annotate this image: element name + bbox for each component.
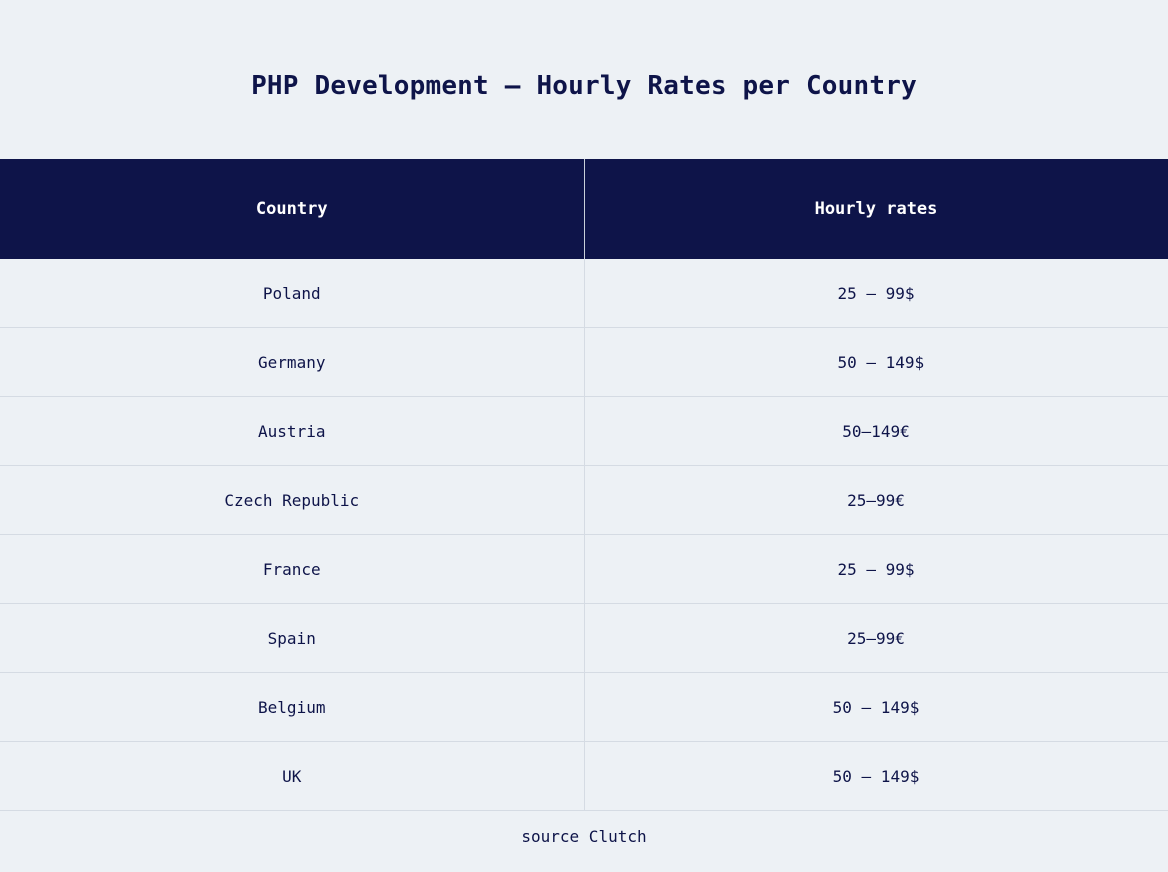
rate-cell: 50 – 149$ [584,741,1168,811]
rate-cell: 25–99€ [584,603,1168,673]
country-cell: Poland [0,259,585,328]
source-caption: source Clutch [521,827,647,846]
table-row: France 25 – 99$ [0,534,1168,604]
country-cell: Spain [0,603,585,673]
page-title: PHP Development – Hourly Rates per Count… [251,71,917,101]
table-row: Spain 25–99€ [0,603,1168,673]
table-row: Germany 50 – 149$ [0,327,1168,397]
country-cell: UK [0,741,585,811]
column-header-hourly-rates: Hourly rates [584,159,1168,259]
table-body: Poland 25 – 99$ Germany 50 – 149$ Austri… [0,259,1168,811]
table-header-row: Country Hourly rates [0,159,1168,259]
table-row: UK 50 – 149$ [0,741,1168,811]
country-cell: Austria [0,396,585,466]
rate-cell: 25 – 99$ [584,259,1168,328]
table-header: Country Hourly rates [0,159,1168,259]
table-row: Austria 50–149€ [0,396,1168,466]
table-row: Czech Republic 25–99€ [0,465,1168,535]
country-cell: Belgium [0,672,585,742]
table-row: Poland 25 – 99$ [0,259,1168,328]
table-row: Belgium 50 – 149$ [0,672,1168,742]
rate-cell: 25–99€ [584,465,1168,535]
country-cell: France [0,534,585,604]
rate-cell: 25 – 99$ [584,534,1168,604]
country-cell: Czech Republic [0,465,585,535]
country-cell: Germany [0,327,585,397]
rate-cell: 50 – 149$ [584,672,1168,742]
rate-cell: 50–149€ [584,396,1168,466]
hourly-rates-table: Country Hourly rates Poland 25 – 99$ Ger… [0,159,1168,811]
column-header-country: Country [0,159,585,259]
rate-cell: 50 – 149$ [584,327,1168,397]
